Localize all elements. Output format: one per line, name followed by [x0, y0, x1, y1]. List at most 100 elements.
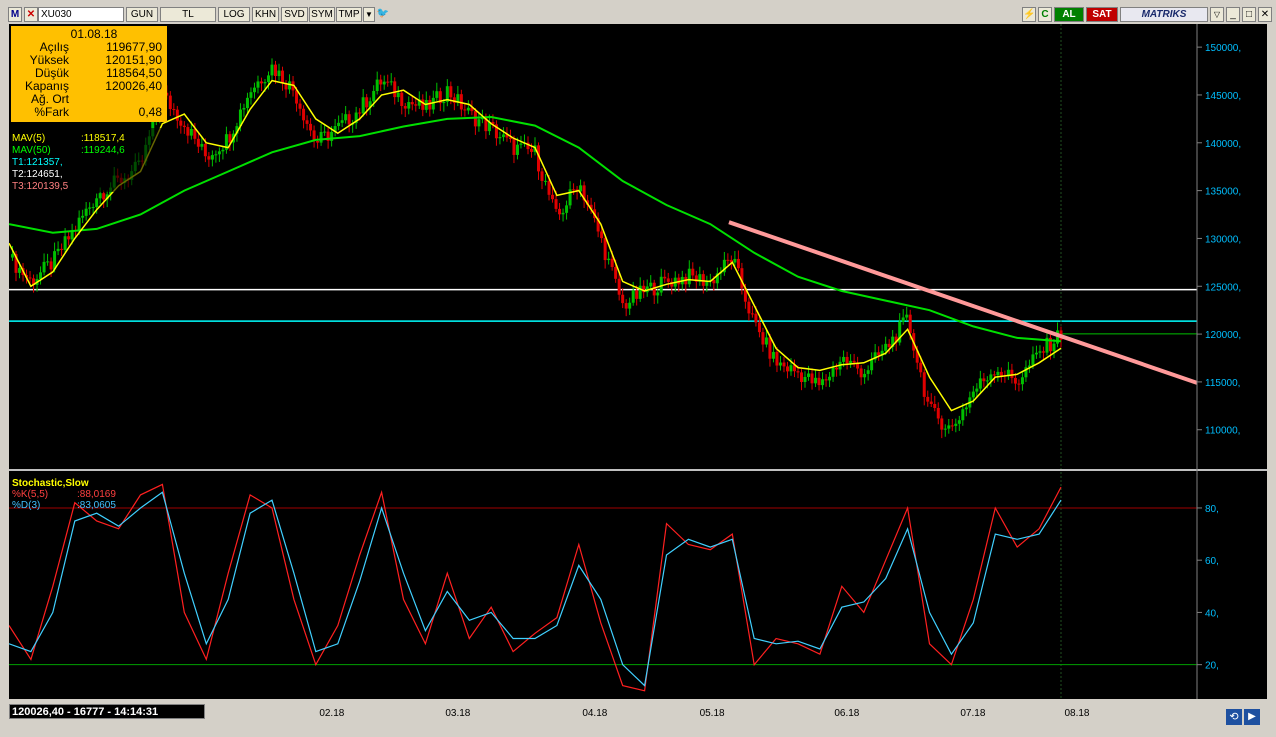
candle-body — [726, 259, 730, 261]
window-close-icon[interactable]: ✕ — [1258, 7, 1272, 22]
twitter-bird-icon[interactable]: 🐦 — [376, 8, 390, 19]
stochastic-legend: Stochastic,Slow %K(5,5) :88,0169 %D(3) :… — [12, 478, 116, 511]
candle-body — [572, 189, 576, 191]
info-box: 01.08.18 Açılış 119677,90 Yüksek 120151,90 D… — [11, 26, 167, 122]
khn-button[interactable]: KHN — [252, 7, 279, 22]
sync-icon[interactable]: ⟲ — [1226, 709, 1242, 725]
candle-body — [498, 137, 502, 139]
x-tick-label: 07.18 — [960, 708, 986, 719]
info-row-label: Düşük — [35, 66, 70, 80]
candle-body — [196, 138, 200, 147]
x-tick-label: 03.18 — [445, 708, 471, 719]
candle-body — [235, 126, 239, 134]
candle-body — [607, 258, 611, 261]
candle-body — [863, 373, 867, 378]
candle-body — [905, 314, 909, 318]
candle-body — [621, 294, 625, 304]
candle-body — [242, 108, 246, 110]
candle-body — [365, 97, 369, 108]
candle-body — [182, 125, 186, 128]
candle-body — [470, 107, 474, 112]
candle-body — [53, 251, 57, 270]
svd-button[interactable]: SVD — [281, 7, 308, 22]
candle-body — [410, 102, 414, 105]
sym-button[interactable]: SYM — [309, 7, 335, 22]
price-tick-label: 115000, — [1205, 378, 1240, 389]
buy-button[interactable]: AL — [1054, 7, 1084, 22]
scroll-right-icon[interactable]: ▶ — [1244, 709, 1260, 725]
indicator-legend-bg — [11, 128, 161, 192]
symbol-input[interactable]: XU030 — [38, 7, 124, 22]
period-button[interactable]: GUN — [126, 7, 158, 22]
candle-body — [238, 109, 242, 127]
candle-body — [214, 154, 218, 156]
candle-body — [736, 258, 740, 269]
candle-body — [947, 425, 951, 429]
candle-body — [856, 362, 860, 369]
candle-body — [284, 83, 288, 90]
currency-button[interactable]: TL — [160, 7, 216, 22]
candle-body — [32, 278, 36, 285]
candle-body — [400, 92, 404, 107]
log-button[interactable]: LOG — [218, 7, 250, 22]
candle-body — [603, 238, 607, 261]
candle-body — [782, 362, 786, 367]
indicator-label: T1:121357, — [12, 157, 63, 168]
chart-canvas[interactable]: 150000, 145000, 140000, 135000, 130000, 12500… — [8, 24, 1267, 699]
mav50-line — [8, 115, 1062, 343]
candle-body — [151, 119, 155, 137]
refresh-icon[interactable]: C — [1038, 7, 1052, 22]
candle-body — [179, 120, 183, 126]
info-date: 01.08.18 — [71, 27, 118, 41]
close-icon[interactable]: ✕ — [24, 7, 38, 22]
candle-body — [884, 343, 888, 351]
candle-body — [224, 134, 228, 150]
candle-body — [42, 261, 46, 273]
chevron-down-icon[interactable]: ▼ — [363, 7, 375, 22]
candle-body — [186, 127, 190, 136]
dropdown-icon[interactable]: ▽ — [1210, 7, 1224, 22]
tmp-button[interactable]: TMP — [336, 7, 362, 22]
candle-body — [845, 356, 849, 364]
candle-body — [270, 64, 274, 76]
stoch-d-label: %D(3) — [12, 500, 40, 511]
stoch-tick-label: 60, — [1205, 556, 1219, 567]
candle-body — [18, 268, 22, 273]
candle-body — [617, 278, 621, 295]
candle-body — [785, 366, 789, 372]
candle-body — [544, 180, 548, 182]
stoch-k-value: :88,0169 — [77, 489, 116, 500]
candle-body — [985, 380, 989, 382]
candle-body — [814, 377, 818, 384]
candle-body — [642, 285, 646, 293]
candle-body — [463, 109, 467, 111]
x-tick-label: 06.18 — [834, 708, 860, 719]
candle-body — [775, 351, 779, 366]
toolbar: M ✕ XU030 GUN TL LOG KHN SVD SYM TMP ▼ 🐦… — [0, 6, 1276, 23]
candle-body — [526, 142, 530, 150]
candle-body — [740, 268, 744, 289]
candle-body — [964, 407, 968, 410]
candle-body — [996, 371, 1000, 376]
candle-body — [579, 185, 583, 192]
candle-body — [421, 99, 425, 110]
sell-button[interactable]: SAT — [1086, 7, 1118, 22]
candle-body — [694, 275, 698, 282]
maximize-icon[interactable]: □ — [1242, 7, 1256, 22]
candle-body — [792, 365, 796, 372]
minimize-icon[interactable]: _ — [1226, 7, 1240, 22]
stoch-k-label: %K(5,5) — [12, 489, 48, 500]
brand-logo: MATRIKS — [1120, 7, 1208, 22]
candle-body — [274, 64, 278, 77]
lightning-icon[interactable]: ⚡ — [1022, 7, 1036, 22]
candle-body — [768, 337, 772, 359]
x-tick-label: 04.18 — [582, 708, 608, 719]
chart-area[interactable]: 150000, 145000, 140000, 135000, 130000, 12500… — [8, 24, 1267, 699]
info-row-label: Açılış — [40, 40, 69, 54]
candle-body — [568, 189, 572, 206]
candle-body — [414, 104, 418, 106]
candle-body — [961, 409, 965, 421]
candle-body — [950, 425, 954, 427]
candle-body — [554, 199, 558, 209]
candle-body — [105, 194, 109, 200]
